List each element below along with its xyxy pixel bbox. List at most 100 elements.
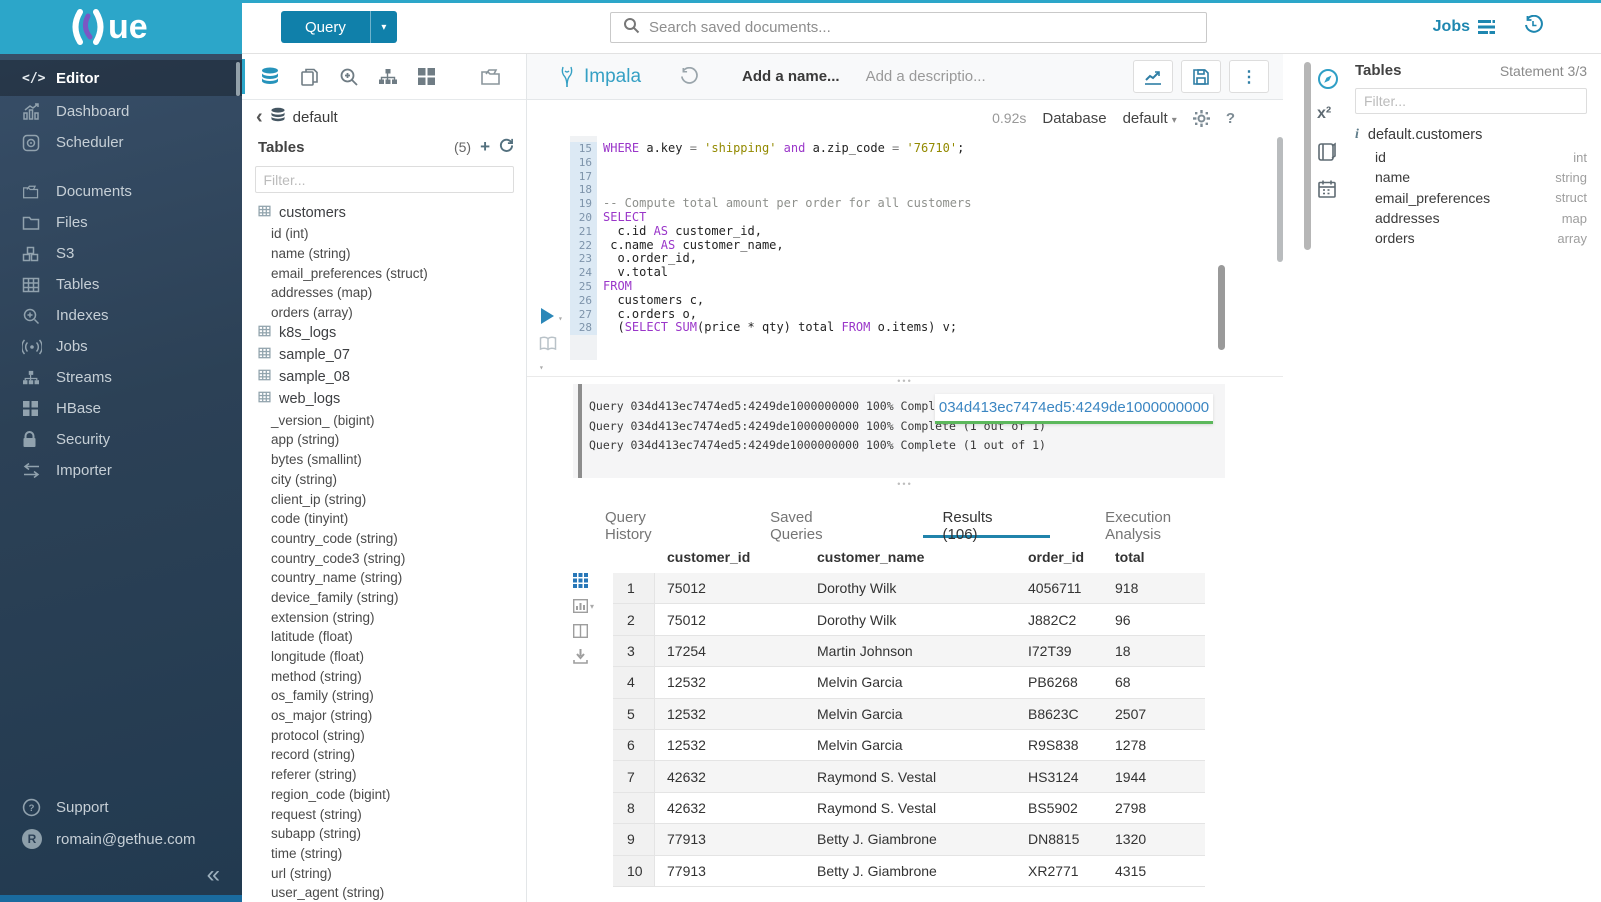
assist-column[interactable]: city (string) <box>271 471 338 487</box>
info-icon[interactable]: i <box>1355 127 1359 142</box>
assist-column[interactable]: country_code3 (string) <box>271 550 406 566</box>
column-header[interactable]: total <box>1115 548 1145 565</box>
page-scrollbar[interactable] <box>1277 137 1283 262</box>
assist-column[interactable]: latitude (float) <box>271 629 353 645</box>
tab-query-history[interactable]: Query History <box>605 509 652 543</box>
code-line[interactable]: 26 customers c, <box>570 293 1263 308</box>
sidebar-scrollbar[interactable] <box>236 62 240 96</box>
refresh-icon[interactable] <box>499 137 514 157</box>
assist-column[interactable]: country_name (string) <box>271 570 403 586</box>
code-line[interactable]: 17 <box>570 169 1263 184</box>
columns-view-icon[interactable] <box>573 624 597 638</box>
code-line[interactable]: 23 o.order_id, <box>570 252 1263 267</box>
apps-grid-icon[interactable] <box>417 67 436 86</box>
sidebar-item-s3[interactable]: S3 <box>0 238 242 269</box>
tab-saved-queries[interactable]: Saved Queries <box>770 509 823 543</box>
jobs-link[interactable]: Jobs <box>1433 18 1495 36</box>
chart-view-icon[interactable]: ▾ <box>573 599 597 613</box>
right-column-email_preferences[interactable]: email_preferences struct <box>1375 189 1587 206</box>
assist-column[interactable]: request (string) <box>271 806 362 822</box>
code-editor[interactable]: 15 WHERE a.key = 'shipping' and a.zip_cod… <box>527 136 1283 376</box>
right-column-id[interactable]: id int <box>1375 149 1587 166</box>
language-docs-icon[interactable] <box>1317 142 1347 179</box>
sitemap-assist-icon[interactable] <box>378 68 398 86</box>
sidebar-item-jobs[interactable]: Jobs <box>0 331 242 362</box>
assist-column[interactable]: url (string) <box>271 865 332 881</box>
code-line[interactable]: 18 <box>570 183 1263 198</box>
code-line[interactable]: 15 WHERE a.key = 'shipping' and a.zip_cod… <box>570 141 1263 156</box>
grid-view-icon[interactable] <box>573 573 597 588</box>
query-dropdown-caret[interactable]: ▾ <box>381 21 387 33</box>
right-panel-scrollbar[interactable] <box>1304 62 1311 250</box>
table-row[interactable]: 10 77913 Betty J. Giambrone XR2771 4315 <box>613 855 1205 887</box>
query-history-icon[interactable] <box>1523 14 1543 40</box>
assist-table-sample_07[interactable]: sample_07 <box>242 344 526 366</box>
back-chevron-icon[interactable]: ‹ <box>256 106 263 128</box>
assist-column[interactable]: addresses (map) <box>271 285 373 301</box>
right-column-addresses[interactable]: addresses map <box>1375 210 1587 227</box>
assist-column[interactable]: os_major (string) <box>271 708 373 724</box>
assist-column[interactable]: protocol (string) <box>271 727 365 743</box>
assist-column[interactable]: country_code (string) <box>271 530 398 546</box>
document-search[interactable] <box>610 12 1207 43</box>
table-row[interactable]: 5 12532 Melvin Garcia B8623C 2507 <box>613 698 1205 730</box>
settings-gear-icon[interactable] <box>1192 109 1210 127</box>
assist-column[interactable]: bytes (smallint) <box>271 452 362 468</box>
assist-column[interactable]: longitude (float) <box>271 649 365 665</box>
assist-column[interactable]: _version_ (bigint) <box>271 412 375 428</box>
sidebar-item-security[interactable]: Security <box>0 424 242 455</box>
sidebar-user[interactable]: R romain@gethue.com <box>0 823 242 855</box>
resize-handle-bottom[interactable]: ••• <box>897 479 913 489</box>
sidebar-item-support[interactable]: ? Support <box>0 791 242 823</box>
execute-button[interactable] <box>541 308 554 324</box>
code-line[interactable]: 21 c.id AS customer_id, <box>570 224 1263 239</box>
functions-icon[interactable]: x² <box>1317 105 1332 122</box>
table-row[interactable]: 1 75012 Dorothy Wilk 4056711 918 <box>613 573 1205 605</box>
table-row[interactable]: 2 75012 Dorothy Wilk J882C2 96 <box>613 604 1205 636</box>
query-description-field[interactable]: Add a descriptio... <box>865 68 986 85</box>
assist-column[interactable]: extension (string) <box>271 609 375 625</box>
sidebar-item-tables[interactable]: Tables <box>0 269 242 300</box>
sidebar-item-scheduler[interactable]: Scheduler <box>0 127 242 158</box>
sidebar-item-indexes[interactable]: Indexes <box>0 300 242 331</box>
code-line[interactable]: 20 SELECT <box>570 210 1263 225</box>
table-filter-input[interactable] <box>254 166 514 193</box>
schedule-calendar-icon[interactable] <box>1317 179 1347 216</box>
query-name-field[interactable]: Add a name... <box>742 68 840 85</box>
assist-column[interactable]: user_agent (string) <box>271 885 385 901</box>
hue-logo[interactable]: ue <box>0 0 242 54</box>
table-row[interactable]: 7 42632 Raymond S. Vestal HS3124 1944 <box>613 761 1205 793</box>
documents-source-icon[interactable] <box>300 67 320 87</box>
assist-table-customers[interactable]: customers <box>242 202 526 224</box>
search-input[interactable] <box>649 19 1174 36</box>
database-dropdown[interactable]: default ▾ <box>1122 109 1177 127</box>
table-row[interactable]: 9 77913 Betty J. Giambrone DN8815 1320 <box>613 824 1205 856</box>
sidebar-item-importer[interactable]: Importer <box>0 455 242 486</box>
assist-column[interactable]: email_preferences (struct) <box>271 265 428 281</box>
code-line[interactable]: 22 c.name AS customer_name, <box>570 238 1263 253</box>
navigator-compass-icon[interactable] <box>1317 68 1347 105</box>
sidebar-item-editor[interactable]: </> Editor <box>0 60 242 96</box>
column-header[interactable]: order_id <box>1028 548 1085 565</box>
chart-button[interactable] <box>1133 60 1173 93</box>
code-line[interactable]: 25 FROM <box>570 279 1263 294</box>
assist-column[interactable]: os_family (string) <box>271 688 374 704</box>
execute-options-caret[interactable]: ▾ <box>558 314 563 323</box>
assist-column[interactable]: method (string) <box>271 668 362 684</box>
assist-column[interactable]: device_family (string) <box>271 589 399 605</box>
tab-results-106-[interactable]: Results (106) <box>922 500 1051 543</box>
resize-handle-top[interactable]: ••• <box>897 376 913 386</box>
add-table-icon[interactable]: + <box>480 137 490 156</box>
table-row[interactable]: 4 12532 Melvin Garcia PB6268 68 <box>613 667 1205 699</box>
assist-column[interactable]: record (string) <box>271 747 356 763</box>
databases-source-icon[interactable] <box>259 67 281 87</box>
assist-table-sample_08[interactable]: sample_08 <box>242 366 526 388</box>
search-assist-icon[interactable] <box>339 67 359 87</box>
more-actions-button[interactable]: ⋮ <box>1229 60 1269 93</box>
sidebar-item-dashboard[interactable]: Dashboard <box>0 96 242 127</box>
assist-column[interactable]: code (tinyint) <box>271 511 349 527</box>
assist-column[interactable]: referer (string) <box>271 767 357 783</box>
code-line[interactable]: 19 -- Compute total amount per order for … <box>570 196 1263 211</box>
assist-column[interactable]: time (string) <box>271 845 343 861</box>
explain-book-icon[interactable]: ▾ <box>539 336 570 374</box>
